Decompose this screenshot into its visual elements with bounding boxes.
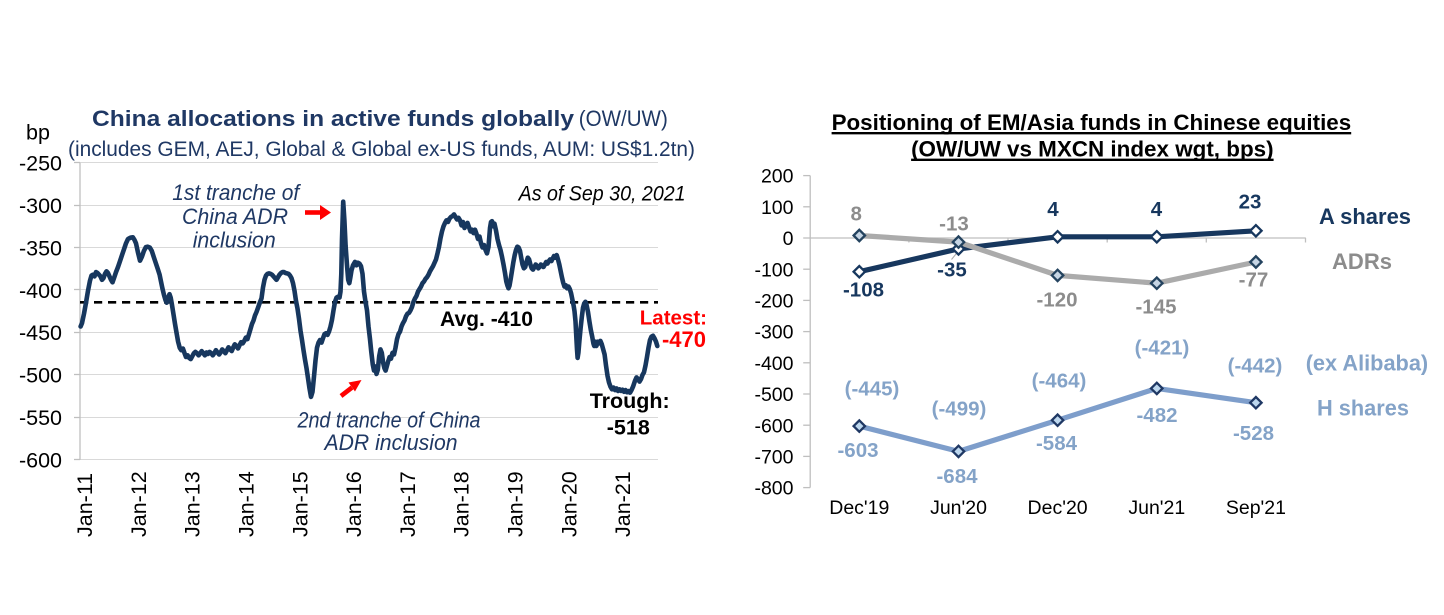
svg-text:2nd tranche of China: 2nd tranche of China [297, 408, 481, 433]
svg-text:Jan-20: Jan-20 [557, 471, 581, 537]
svg-text:-350: -350 [19, 236, 62, 260]
svg-text:8: 8 [850, 202, 861, 225]
svg-text:(ex Alibaba): (ex Alibaba) [1306, 351, 1429, 376]
svg-text:Jun'20: Jun'20 [930, 497, 987, 519]
svg-text:-550: -550 [19, 406, 62, 430]
svg-text:-800: -800 [754, 478, 793, 500]
svg-text:Jan-19: Jan-19 [504, 471, 528, 537]
svg-text:-77: -77 [1239, 269, 1269, 292]
svg-text:inclusion: inclusion [193, 228, 276, 253]
svg-text:China allocations in active fu: China allocations in active funds global… [92, 106, 575, 131]
svg-text:bp: bp [26, 121, 50, 145]
svg-text:-450: -450 [19, 321, 62, 345]
svg-text:-700: -700 [754, 447, 793, 469]
svg-text:(-421): (-421) [1135, 337, 1190, 360]
svg-text:Positioning of EM/Asia funds i: Positioning of EM/Asia funds in Chinese … [832, 110, 1352, 135]
svg-text:Latest:: Latest: [640, 307, 707, 330]
svg-text:-400: -400 [754, 353, 793, 375]
svg-text:-600: -600 [19, 449, 62, 473]
svg-text:(-445): (-445) [845, 378, 900, 401]
svg-text:(OW/UW): (OW/UW) [579, 106, 668, 131]
svg-text:-684: -684 [936, 465, 978, 488]
svg-text:(-499): (-499) [932, 398, 987, 421]
svg-text:200: 200 [761, 166, 794, 188]
svg-text:Jan-15: Jan-15 [288, 471, 312, 537]
svg-text:-100: -100 [754, 259, 793, 281]
svg-text:Sep'21: Sep'21 [1226, 497, 1286, 519]
svg-text:Dec'19: Dec'19 [829, 497, 889, 519]
svg-text:-528: -528 [1233, 422, 1274, 445]
svg-text:-145: -145 [1135, 296, 1176, 319]
svg-text:Jan-18: Jan-18 [450, 471, 474, 537]
svg-text:(-464): (-464) [1032, 370, 1087, 393]
svg-text:-120: -120 [1036, 289, 1077, 312]
svg-text:100: 100 [761, 197, 794, 219]
svg-text:-584: -584 [1036, 432, 1078, 455]
svg-text:Jan-13: Jan-13 [181, 471, 205, 537]
svg-text:Jun'21: Jun'21 [1128, 497, 1185, 519]
svg-text:23: 23 [1239, 191, 1262, 214]
svg-text:Trough:: Trough: [590, 389, 670, 413]
svg-text:-200: -200 [754, 291, 793, 313]
svg-text:H shares: H shares [1317, 396, 1409, 421]
svg-text:-518: -518 [607, 416, 650, 440]
svg-text:As of Sep 30, 2021: As of Sep 30, 2021 [517, 183, 686, 206]
svg-text:-300: -300 [19, 194, 62, 218]
svg-text:1st tranche of: 1st tranche of [172, 180, 302, 205]
svg-text:4: 4 [1047, 198, 1059, 221]
svg-text:Jan-17: Jan-17 [396, 471, 420, 537]
svg-text:-108: -108 [843, 279, 884, 302]
svg-text:-600: -600 [754, 415, 793, 437]
svg-text:-603: -603 [837, 439, 878, 462]
svg-text:-35: -35 [937, 259, 967, 282]
svg-text:Jan-16: Jan-16 [342, 471, 366, 537]
svg-text:-470: -470 [662, 327, 706, 352]
svg-text:4: 4 [1151, 198, 1163, 221]
svg-text:A shares: A shares [1319, 204, 1411, 229]
svg-text:-250: -250 [19, 151, 62, 175]
svg-text:Avg. -410: Avg. -410 [440, 307, 533, 331]
svg-text:0: 0 [783, 228, 794, 250]
svg-text:ADR inclusion: ADR inclusion [323, 430, 458, 455]
svg-text:-300: -300 [754, 322, 793, 344]
svg-text:China ADR: China ADR [182, 204, 288, 229]
svg-text:(OW/UW vs MXCN index wgt, bps): (OW/UW vs MXCN index wgt, bps) [911, 136, 1274, 161]
svg-text:Jan-14: Jan-14 [235, 471, 259, 537]
svg-text:ADRs: ADRs [1332, 249, 1392, 274]
svg-text:Jan-21: Jan-21 [611, 471, 635, 537]
svg-text:-13: -13 [939, 213, 969, 236]
svg-text:Jan-11: Jan-11 [73, 473, 97, 537]
svg-text:-400: -400 [19, 279, 62, 303]
svg-text:(-442): (-442) [1228, 355, 1283, 378]
svg-text:Jan-12: Jan-12 [127, 471, 151, 537]
svg-text:Dec'20: Dec'20 [1028, 497, 1088, 519]
svg-text:(includes GEM, AEJ, Global & G: (includes GEM, AEJ, Global & Global ex-U… [68, 138, 695, 161]
svg-text:-500: -500 [19, 364, 62, 388]
svg-text:-500: -500 [754, 384, 793, 406]
svg-text:-482: -482 [1136, 404, 1177, 427]
